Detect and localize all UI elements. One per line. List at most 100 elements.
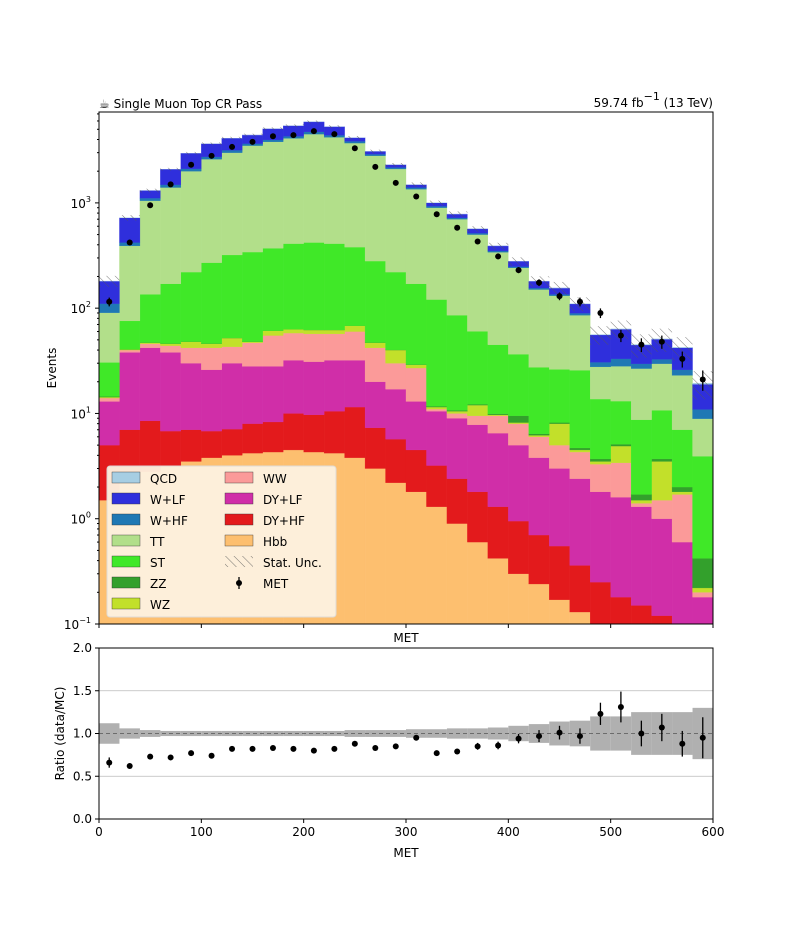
stat-band <box>590 716 611 751</box>
stack-bar <box>549 423 570 446</box>
stack-bar <box>119 320 141 350</box>
y-tick-base: 10 <box>64 618 79 632</box>
stack-bar <box>405 449 427 492</box>
y-axis-label: Events <box>45 348 59 389</box>
stack-bar <box>467 234 489 332</box>
ratio-point <box>126 762 133 769</box>
ratio-point <box>167 754 174 761</box>
stack-bar <box>487 344 509 415</box>
stack-bar <box>385 438 407 483</box>
stack-bar <box>323 411 345 454</box>
stack-bar <box>344 142 366 248</box>
stack-bar <box>139 420 161 472</box>
stack-bar <box>160 345 182 353</box>
stack-bar <box>405 401 427 451</box>
stack-bar <box>262 141 284 249</box>
data-point <box>290 132 297 139</box>
stack-bar <box>671 369 693 376</box>
stack-bar <box>590 461 611 465</box>
ratio-point <box>556 729 563 736</box>
stack-bar <box>549 468 570 547</box>
stack-bar <box>630 506 652 606</box>
stack-bar <box>651 359 673 364</box>
stat-unc <box>406 182 427 187</box>
stack-bar <box>201 347 222 370</box>
stack-bar <box>549 444 570 469</box>
data-point <box>126 239 133 246</box>
legend-label: Hbb <box>263 535 287 549</box>
stack-bar <box>385 167 407 170</box>
stack-bar <box>364 468 386 624</box>
data-point <box>310 128 317 135</box>
stack-bar <box>283 360 304 414</box>
stat-band <box>283 730 304 737</box>
stack-bar <box>364 154 386 156</box>
stack-bar <box>344 331 366 361</box>
ratio-point <box>310 747 317 754</box>
data-point <box>208 152 215 159</box>
stack-bar <box>528 534 550 585</box>
data-point <box>351 145 358 152</box>
y-tick-base: 10 <box>71 197 86 211</box>
lumi-label: 59.74 fb−1 (13 TeV) <box>594 90 713 110</box>
stack-bar <box>283 413 304 451</box>
stack-bar <box>651 500 673 519</box>
stack-bar <box>549 369 570 423</box>
ratio-point <box>290 745 297 752</box>
ratio-point <box>495 742 502 749</box>
x-axis-label: MET <box>393 846 419 860</box>
stat-unc <box>119 215 140 221</box>
stack-bar <box>426 408 448 412</box>
data-point <box>679 355 686 362</box>
stack-bar <box>671 486 693 492</box>
stack-bar <box>487 415 509 434</box>
stack-bar <box>426 299 448 407</box>
stack-bar <box>283 329 304 334</box>
legend-label: ZZ <box>150 577 166 591</box>
stat-unc <box>201 142 222 146</box>
stack-bar <box>671 541 693 624</box>
stat-unc <box>180 151 202 155</box>
stack-bar <box>467 415 489 425</box>
y-tick-base: 10 <box>71 407 86 421</box>
y-tick-label: 102 <box>71 300 91 316</box>
stat-unc <box>262 127 284 131</box>
stack-bar <box>364 381 386 428</box>
stack-bar <box>630 368 652 420</box>
legend-swatch <box>224 492 254 505</box>
legend-swatch <box>111 471 141 484</box>
stack-bar <box>692 558 713 589</box>
stack-bar <box>283 138 304 244</box>
legend-label: WZ <box>150 598 170 612</box>
ratio-point <box>229 745 236 752</box>
stack-bar <box>385 482 407 624</box>
stack-bar <box>651 458 673 462</box>
y-tick-exponent: 3 <box>86 195 91 204</box>
stack-bar <box>160 343 182 346</box>
stack-bar <box>610 400 632 445</box>
stack-bar <box>303 329 325 335</box>
legend-label: WW <box>263 472 287 486</box>
legend-swatch <box>111 534 141 547</box>
stack-bar <box>651 363 673 411</box>
stack-bar <box>467 331 489 405</box>
stack-bar <box>180 341 202 348</box>
stack-bar <box>119 217 141 243</box>
data-point <box>269 133 276 140</box>
stat-unc <box>221 136 243 140</box>
y-tick-label: 1.5 <box>73 684 92 698</box>
data-point <box>167 181 174 188</box>
legend-label: TT <box>149 535 165 549</box>
legend-swatch <box>111 597 141 610</box>
stack-bar <box>364 427 386 469</box>
legend: QCD W+LF W+HF TT ST ZZ WZ WW DY+LF DY+HF Hbb Stat. … <box>106 465 337 618</box>
stack-bar <box>344 360 366 408</box>
stack-bar <box>671 375 693 430</box>
stat-unc <box>446 211 468 217</box>
stack-bar <box>221 152 243 256</box>
stack-bar <box>99 401 120 446</box>
stack-bar <box>446 411 468 414</box>
legend-marker <box>236 580 242 586</box>
